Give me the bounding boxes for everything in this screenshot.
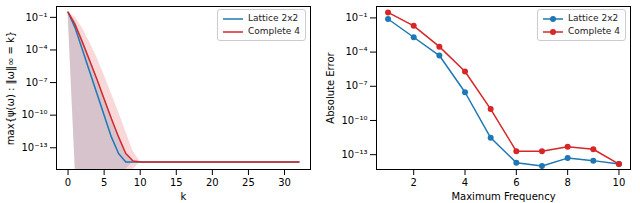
svg-text:30: 30 (278, 177, 291, 188)
svg-text:10⁻⁴: 10⁻⁴ (25, 44, 47, 55)
svg-text:25: 25 (242, 177, 255, 188)
svg-text:8: 8 (564, 177, 570, 188)
svg-text:10⁻¹⁰: 10⁻¹⁰ (341, 115, 367, 126)
html-text:Complete 4: Complete 4 (248, 26, 300, 36)
svg-text:10⁻¹³: 10⁻¹³ (341, 149, 367, 160)
svg-text:10⁻¹⁰: 10⁻¹⁰ (21, 109, 47, 120)
svg-text:15: 15 (170, 177, 183, 188)
svg-text:10⁻¹: 10⁻¹ (345, 12, 367, 23)
svg-text:10: 10 (134, 177, 147, 188)
svg-text:max{ψ(ω) : ‖ω‖∞ = k}: max{ψ(ω) : ‖ω‖∞ = k} (5, 31, 17, 145)
svg-text:10: 10 (613, 177, 626, 188)
svg-text:10⁻⁷: 10⁻⁷ (25, 77, 47, 88)
svg-text:Maximum Frequency: Maximum Frequency (451, 191, 555, 202)
svg-text:10⁻¹³: 10⁻¹³ (21, 142, 47, 153)
svg-text:4: 4 (462, 177, 468, 188)
svg-text:Absolute Error: Absolute Error (325, 51, 336, 123)
svg-text:6: 6 (513, 177, 519, 188)
svg-text:20: 20 (206, 177, 219, 188)
svg-text:10⁻⁷: 10⁻⁷ (345, 80, 367, 91)
svg-text:10⁻⁴: 10⁻⁴ (345, 46, 367, 57)
svg-text:0: 0 (65, 177, 71, 188)
svg-text:10⁻¹: 10⁻¹ (25, 12, 47, 23)
html-text:Lattice 2x2: Lattice 2x2 (568, 13, 619, 23)
svg-text:5: 5 (101, 177, 107, 188)
svg-text:k: k (181, 191, 187, 202)
svg-text:2: 2 (411, 177, 417, 188)
html-text:Lattice 2x2: Lattice 2x2 (248, 13, 299, 23)
html-text:Complete 4: Complete 4 (568, 26, 620, 36)
